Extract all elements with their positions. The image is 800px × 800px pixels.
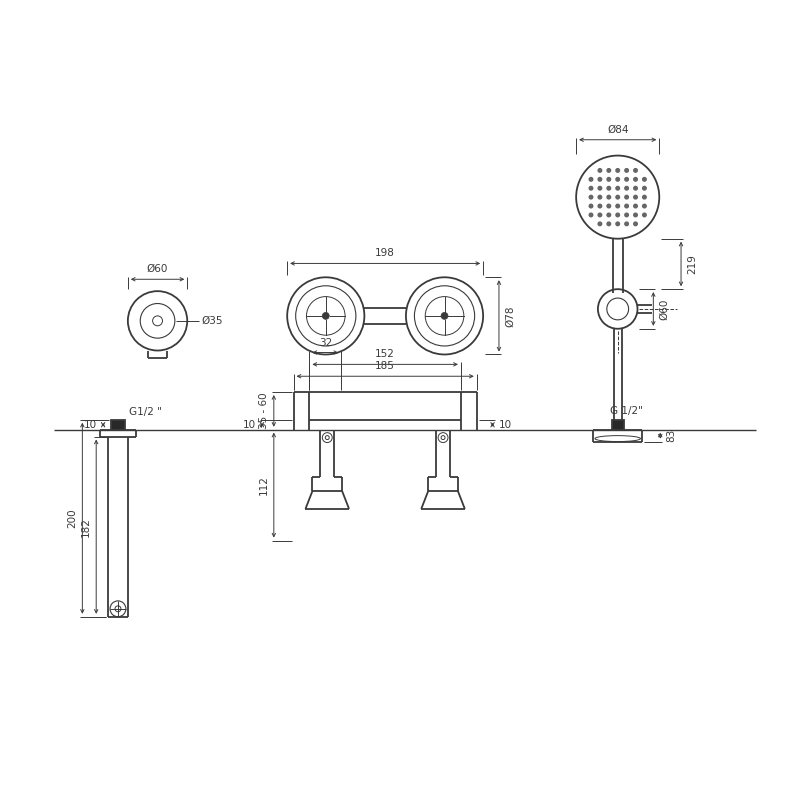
Circle shape bbox=[441, 313, 448, 319]
Circle shape bbox=[598, 195, 602, 199]
Circle shape bbox=[607, 186, 610, 190]
Text: 200: 200 bbox=[67, 509, 78, 528]
Text: 35 - 60: 35 - 60 bbox=[259, 393, 269, 429]
Circle shape bbox=[642, 213, 646, 217]
Circle shape bbox=[634, 195, 638, 199]
Circle shape bbox=[642, 204, 646, 208]
Circle shape bbox=[598, 186, 602, 190]
Text: Ø60: Ø60 bbox=[147, 263, 168, 274]
Circle shape bbox=[616, 222, 619, 226]
Circle shape bbox=[616, 213, 619, 217]
Circle shape bbox=[625, 169, 628, 172]
Circle shape bbox=[598, 178, 602, 181]
Circle shape bbox=[634, 169, 638, 172]
Circle shape bbox=[616, 204, 619, 208]
Circle shape bbox=[607, 178, 610, 181]
Circle shape bbox=[634, 186, 638, 190]
Circle shape bbox=[625, 195, 628, 199]
Circle shape bbox=[634, 222, 638, 226]
Polygon shape bbox=[111, 420, 125, 430]
Circle shape bbox=[625, 222, 628, 226]
Circle shape bbox=[625, 213, 628, 217]
Circle shape bbox=[598, 222, 602, 226]
Text: Ø35: Ø35 bbox=[201, 316, 222, 326]
Circle shape bbox=[625, 204, 628, 208]
Text: Ø78: Ø78 bbox=[505, 305, 515, 326]
Circle shape bbox=[598, 213, 602, 217]
Circle shape bbox=[607, 222, 610, 226]
Circle shape bbox=[598, 169, 602, 172]
Text: G 1/2": G 1/2" bbox=[610, 406, 642, 416]
Text: 32: 32 bbox=[318, 338, 332, 347]
Text: 198: 198 bbox=[375, 247, 395, 258]
Text: 182: 182 bbox=[82, 517, 91, 537]
Circle shape bbox=[590, 213, 593, 217]
Text: 112: 112 bbox=[259, 475, 269, 495]
Circle shape bbox=[616, 195, 619, 199]
Text: 219: 219 bbox=[687, 254, 697, 274]
Circle shape bbox=[616, 178, 619, 181]
Circle shape bbox=[607, 195, 610, 199]
Circle shape bbox=[590, 186, 593, 190]
Text: Ø60: Ø60 bbox=[659, 298, 670, 320]
Circle shape bbox=[616, 186, 619, 190]
Text: 10: 10 bbox=[243, 420, 256, 430]
Text: 83: 83 bbox=[666, 429, 676, 442]
Text: 152: 152 bbox=[375, 350, 395, 359]
Circle shape bbox=[642, 186, 646, 190]
Circle shape bbox=[616, 169, 619, 172]
Circle shape bbox=[590, 195, 593, 199]
Circle shape bbox=[607, 169, 610, 172]
Circle shape bbox=[634, 213, 638, 217]
Circle shape bbox=[634, 204, 638, 208]
Circle shape bbox=[590, 204, 593, 208]
Circle shape bbox=[625, 186, 628, 190]
Text: 185: 185 bbox=[375, 362, 395, 371]
Circle shape bbox=[322, 313, 330, 319]
Text: G1/2 ": G1/2 " bbox=[129, 407, 162, 417]
Circle shape bbox=[642, 195, 646, 199]
Circle shape bbox=[625, 178, 628, 181]
Circle shape bbox=[634, 178, 638, 181]
Circle shape bbox=[642, 178, 646, 181]
Circle shape bbox=[607, 213, 610, 217]
Text: Ø84: Ø84 bbox=[607, 125, 629, 134]
Text: 10: 10 bbox=[84, 420, 97, 430]
Polygon shape bbox=[612, 420, 624, 430]
Circle shape bbox=[590, 178, 593, 181]
Circle shape bbox=[607, 204, 610, 208]
Circle shape bbox=[598, 204, 602, 208]
Text: 10: 10 bbox=[498, 420, 511, 430]
